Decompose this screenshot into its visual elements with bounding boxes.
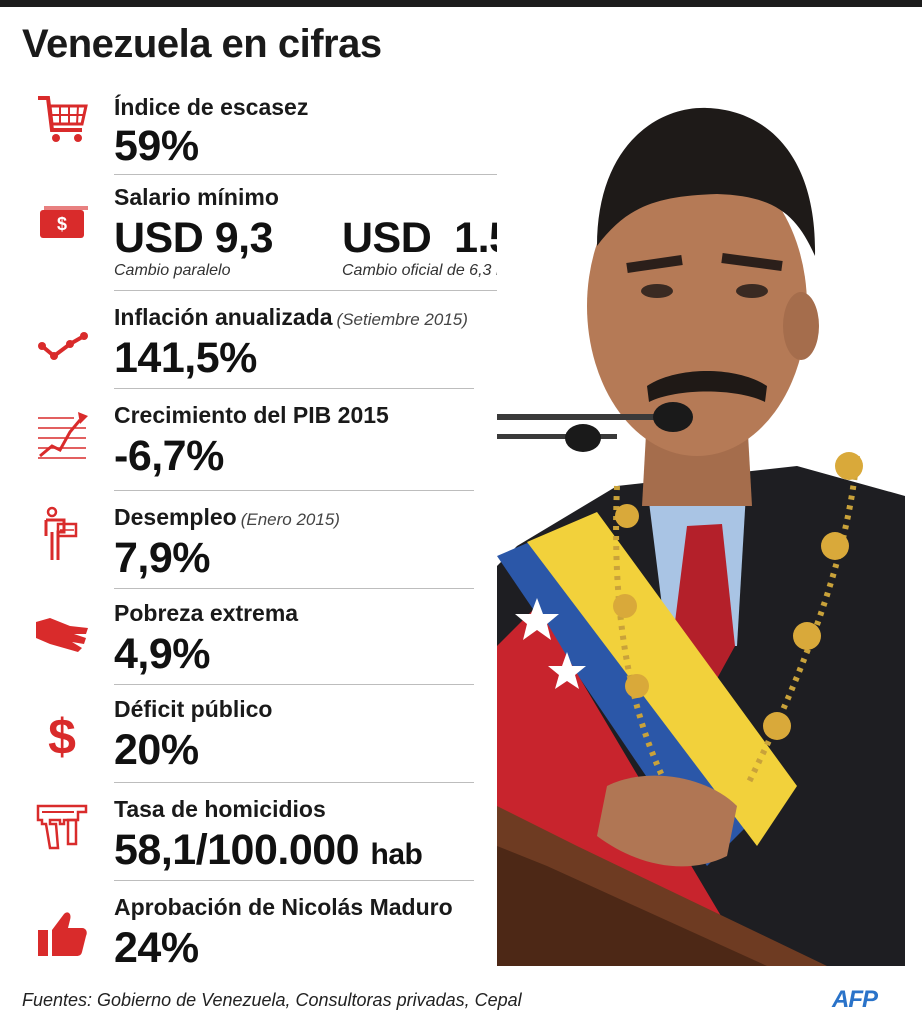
divider [114,388,474,389]
divider [114,684,474,685]
stat-public-deficit: $ Déficit público 20% [22,694,474,778]
wage-official-note: Cambio oficial de 6,3 Bs. [342,262,519,279]
stat-note: (Setiembre 2015) [336,310,468,329]
stat-gdp-growth: Crecimiento del PIB 2015 -6,7% [22,400,474,484]
stat-label: Desempleo (Enero 2015) [114,504,340,530]
stat-extreme-poverty: Pobreza extrema 4,9% [22,598,474,682]
divider [114,880,474,881]
divider [114,588,474,589]
stat-value: 7,9% [114,534,211,582]
stat-label: Déficit público [114,696,273,722]
trend-line-icon [34,322,90,378]
stat-note: (Enero 2015) [240,510,340,529]
dollar-sign-icon: $ [34,706,90,762]
stat-label: Crecimiento del PIB 2015 [114,402,389,428]
stat-value: 59% [114,122,199,170]
shopping-cart-icon [34,92,90,148]
divider [114,490,474,491]
svg-text:$: $ [48,709,76,762]
stat-homicide-rate: Tasa de homicidios 58,1/100.000 hab [22,794,474,878]
stat-inflation: Inflación anualizada (Setiembre 2015) 141… [22,302,474,386]
banknote-icon: $ [34,196,90,252]
open-hand-icon [34,608,90,664]
growth-chart-icon [34,406,90,462]
wage-parallel-note: Cambio paralelo [114,262,231,279]
thumbs-up-icon [34,906,90,962]
page-title: Venezuela en cifras [22,22,382,66]
stat-approval: Aprobación de Nicolás Maduro 24% [22,892,474,976]
svg-text:$: $ [57,214,67,234]
divider [114,782,474,783]
wage-parallel-value: USD 9,3 [114,214,274,262]
stat-label: Aprobación de Nicolás Maduro [114,894,453,920]
gun-icon [34,802,90,858]
stat-minimum-wage: $ Salario mínimo USD 9,3 Cambio paralelo… [22,182,578,290]
stat-scarcity: Índice de escasez 59% [22,92,578,172]
stat-value: 20% [114,726,199,774]
stat-unemployment: Desempleo (Enero 2015) 7,9% [22,502,474,586]
president-photo [497,86,905,966]
stat-label: Índice de escasez [114,94,309,120]
stat-unit: hab [370,838,423,871]
stat-label: Tasa de homicidios [114,796,326,822]
stat-label: Salario mínimo [114,184,279,210]
unemployed-person-icon [34,506,90,562]
stat-value: 141,5% [114,334,257,382]
divider [114,290,578,291]
afp-logo: AFP [832,986,878,1013]
sources-footer: Fuentes: Gobierno de Venezuela, Consulto… [22,990,522,1010]
stat-value: 24% [114,924,199,972]
stat-label: Pobreza extrema [114,600,299,626]
stat-label: Inflación anualizada (Setiembre 2015) [114,304,468,330]
top-bar [0,0,922,7]
stat-value: -6,7% [114,432,224,480]
stat-value: 4,9% [114,630,211,678]
stat-value: 58,1/100.000 hab [114,826,423,874]
divider [114,174,578,175]
